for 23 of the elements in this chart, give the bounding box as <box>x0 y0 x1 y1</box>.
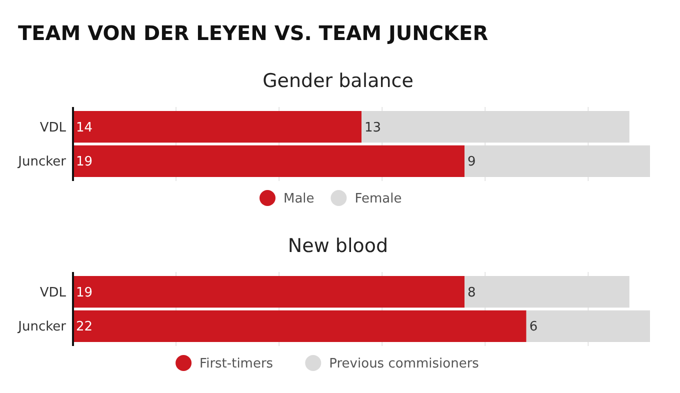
data-label: 8 <box>468 285 476 300</box>
y-tick-label: VDL <box>40 120 67 136</box>
y-tick-label: Juncker <box>17 154 67 170</box>
chart-title: TEAM VON DER LEYEN VS. TEAM JUNCKER <box>18 21 488 45</box>
data-label: 9 <box>468 154 476 170</box>
legend-label: First-timers <box>200 356 274 372</box>
y-tick-label: VDL <box>40 285 67 300</box>
legend-label: Male <box>284 192 314 207</box>
bar <box>73 111 362 143</box>
data-label: 13 <box>364 120 382 136</box>
bar <box>73 276 465 308</box>
chart-title: New blood <box>288 235 388 257</box>
data-label: 19 <box>76 154 93 170</box>
chart-subtitle: Gender balance <box>262 70 414 92</box>
data-label: 6 <box>529 320 538 335</box>
bar <box>73 310 526 342</box>
data-label: 14 <box>76 120 93 136</box>
y-tick-label: Juncker <box>17 320 67 335</box>
data-label: 22 <box>76 320 93 335</box>
bar <box>73 145 465 177</box>
legend-label: Previous commisioners <box>329 356 480 372</box>
data-label: 19 <box>76 285 93 300</box>
legend-label: Female <box>354 192 402 207</box>
